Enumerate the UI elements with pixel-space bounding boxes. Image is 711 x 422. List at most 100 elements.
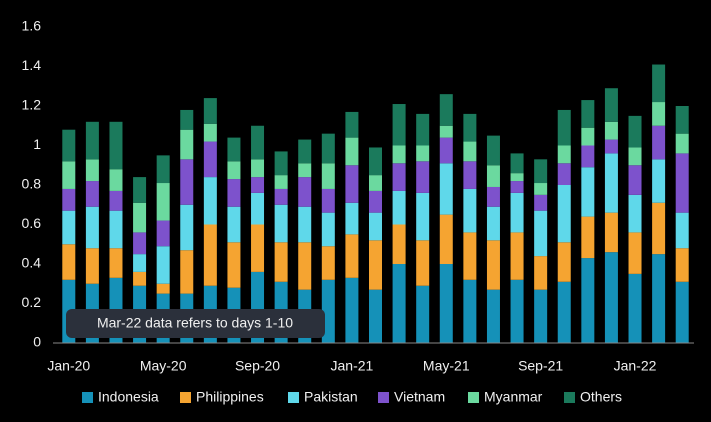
annotation-box xyxy=(66,309,325,338)
bar-segment xyxy=(392,224,406,264)
bar-segment xyxy=(369,289,382,343)
bar-segment xyxy=(652,125,666,160)
bar-segment xyxy=(581,145,595,168)
bar-segment xyxy=(203,123,217,142)
bar-segment xyxy=(345,202,359,235)
bar-segment xyxy=(85,121,99,160)
legend-label: Indonesia xyxy=(98,389,159,405)
bar-segment xyxy=(416,161,430,193)
bar-segment xyxy=(109,248,123,278)
bar-segment xyxy=(510,192,524,233)
bar-segment xyxy=(227,206,241,243)
bar-segment xyxy=(416,285,430,343)
bar-segment xyxy=(251,224,265,272)
bar-segment xyxy=(604,212,618,253)
bar-segment xyxy=(628,165,642,195)
bar-segment xyxy=(463,279,477,343)
bar-segment xyxy=(604,88,618,122)
bar-segment xyxy=(675,212,689,249)
bar-segment xyxy=(534,210,548,257)
bar-segment xyxy=(392,264,406,343)
bar-segment xyxy=(581,100,595,128)
bar-segment xyxy=(251,177,265,193)
bar-segment xyxy=(62,129,76,162)
bar-segment xyxy=(133,271,147,286)
bar-segment xyxy=(180,159,194,205)
bar-segment xyxy=(675,133,689,154)
bar-segment xyxy=(203,98,217,124)
bar-segment xyxy=(675,106,689,134)
bar-segment xyxy=(486,165,500,187)
bar-segment xyxy=(85,206,99,249)
bar-segment xyxy=(486,206,500,241)
bar-segment xyxy=(604,121,618,140)
bar-segment xyxy=(675,248,689,282)
bar-segment xyxy=(251,192,265,225)
bar-segment xyxy=(321,163,335,189)
bar-segment xyxy=(439,163,453,215)
bar-segment xyxy=(463,232,477,280)
bar-segment xyxy=(321,246,335,280)
bar-segment xyxy=(628,147,642,166)
bar-segment xyxy=(439,214,453,264)
bar-segment xyxy=(133,177,147,203)
bar-segment xyxy=(180,109,194,130)
bar-segment xyxy=(463,161,477,189)
bar-segment xyxy=(274,188,288,205)
bar-segment xyxy=(557,281,571,343)
y-tick-label: 1 xyxy=(33,136,41,152)
bar-segment xyxy=(534,289,548,343)
bar-segment xyxy=(85,159,99,182)
bar-segment xyxy=(604,139,618,154)
bar-segment xyxy=(227,137,241,162)
bar-segment xyxy=(628,232,642,274)
bar-segment xyxy=(581,258,595,343)
y-tick-label: 0 xyxy=(33,334,41,350)
bar-segment xyxy=(321,133,335,164)
bar-segment xyxy=(203,141,217,178)
y-tick-label: 0.8 xyxy=(22,176,42,192)
bar-segment xyxy=(604,252,618,343)
bar-segment xyxy=(581,216,595,259)
bar-segment xyxy=(557,185,571,243)
legend-swatch xyxy=(468,392,479,403)
bar-segment xyxy=(369,240,382,290)
legend-label: Myanmar xyxy=(484,389,543,405)
bar-segment xyxy=(534,256,548,290)
bar-segment xyxy=(345,111,359,138)
bar-segment xyxy=(675,281,689,343)
bar-segment xyxy=(274,242,288,282)
bar-segment xyxy=(392,190,406,225)
bar-segment xyxy=(156,155,170,184)
bar-segment xyxy=(321,279,335,343)
bar-segment xyxy=(274,151,288,176)
bar-segment xyxy=(109,121,123,170)
bar-segment xyxy=(392,145,406,164)
bar-segment xyxy=(321,212,335,247)
bar-segment xyxy=(62,210,76,245)
bar-segment xyxy=(298,206,312,243)
bar-segment xyxy=(652,254,666,343)
bar-segment xyxy=(416,113,430,146)
bar-segment xyxy=(416,145,430,162)
bar-segment xyxy=(345,165,359,203)
bar-segment xyxy=(510,173,524,182)
bar-segment xyxy=(345,277,359,343)
legend-label: Others xyxy=(580,389,622,405)
bar-segment xyxy=(369,190,382,213)
legend-swatch xyxy=(564,392,575,403)
bar-segment xyxy=(486,289,500,343)
bar-segment xyxy=(463,113,477,142)
bar-segment xyxy=(628,194,642,233)
bar-segment xyxy=(557,242,571,282)
bar-segment xyxy=(557,163,571,185)
bar-segment xyxy=(369,175,382,191)
bar-segment xyxy=(604,153,618,213)
bar-segment xyxy=(369,212,382,241)
bar-segment xyxy=(298,163,312,178)
bar-segment xyxy=(463,141,477,162)
x-tick-label: Sep-20 xyxy=(235,358,280,374)
bar-segment xyxy=(321,188,335,213)
bar-segment xyxy=(109,190,123,211)
bar-segment xyxy=(439,125,453,138)
